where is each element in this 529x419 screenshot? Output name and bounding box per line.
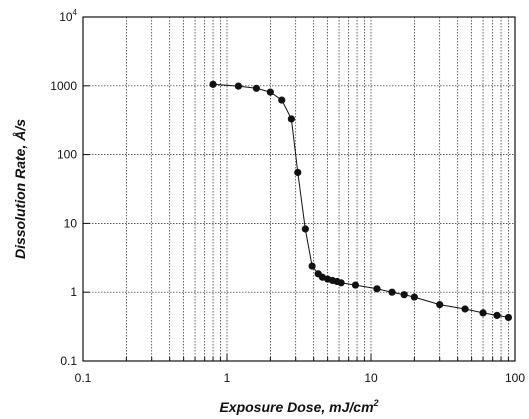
x-tick-label: 0.1: [75, 371, 92, 385]
data-point: [252, 84, 260, 92]
data-point: [504, 313, 513, 322]
x-tick-label: 10: [364, 371, 378, 385]
data-point: [308, 262, 316, 270]
y-tick-label: 1: [70, 285, 77, 299]
data-point: [294, 168, 302, 177]
y-axis-title: Dissolution Rate, Å/s: [12, 119, 28, 259]
data-point: [410, 293, 418, 301]
data-point: [479, 309, 487, 317]
data-point: [461, 305, 469, 313]
data-point: [388, 288, 396, 296]
data-point: [266, 88, 274, 96]
data-point: [436, 301, 444, 309]
data-point: [278, 96, 286, 104]
data-point: [373, 285, 381, 293]
series-line: [212, 83, 509, 318]
data-points: [209, 80, 513, 322]
data-point: [234, 82, 243, 90]
data-point: [301, 225, 309, 233]
data-point: [351, 281, 360, 289]
y-tick-label: 0.1: [60, 354, 77, 368]
data-point: [400, 291, 408, 299]
data-point: [493, 311, 501, 320]
y-tick-label: 100: [57, 148, 77, 162]
y-tick-label: 10: [64, 216, 78, 230]
data-point: [209, 80, 217, 88]
y-tick-label: 1000: [50, 79, 77, 93]
x-axis-title: Exposure Dose, mJ/cm2: [219, 398, 378, 415]
grid-lines: [83, 17, 515, 361]
x-tick-label: 1: [224, 371, 231, 385]
tick-labels: 0.1 1 10 100 0.1 1 10 100 1000 104: [50, 8, 525, 385]
data-point: [287, 115, 295, 123]
y-tick-label: 104: [59, 8, 77, 24]
axis-ticks: [83, 16, 509, 362]
data-point: [337, 279, 345, 287]
plot-frame: [82, 16, 516, 362]
x-tick-label: 100: [505, 371, 525, 385]
